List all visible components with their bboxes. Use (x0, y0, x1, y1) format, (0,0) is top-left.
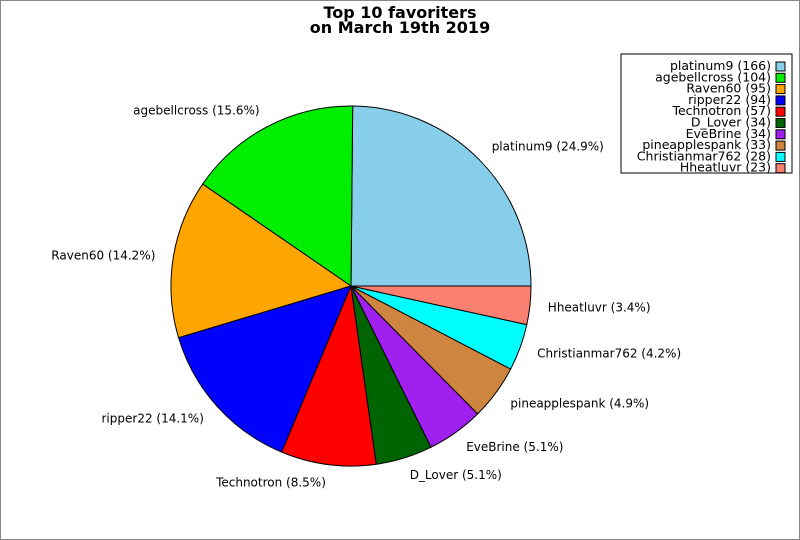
legend-swatch-hheatluvr (775, 163, 786, 174)
legend-swatch-evebrine (775, 129, 786, 140)
legend-box (620, 53, 793, 174)
pie-slice-hheatluvr (350, 285, 532, 326)
legend-label-d-lover: D_Lover (34) (691, 115, 771, 130)
legend-swatch-agebellcross (775, 72, 786, 83)
slice-label-platinum9: platinum9 (24.9%) (492, 140, 604, 154)
legend-swatch-d-lover (775, 118, 786, 128)
pie-slice-ripper22 (177, 285, 352, 453)
chart-title-line-2: on March 19th 2019 (310, 18, 490, 37)
slice-label-ripper22: ripper22 (14.1%) (102, 412, 204, 426)
legend-swatch-pineapplespank (775, 140, 786, 151)
slice-label-hheatluvr: Hheatluvr (3.4%) (548, 300, 651, 314)
slice-label-raven60: Raven60 (14.2%) (51, 248, 155, 262)
pie-slice-technotron (281, 284, 377, 467)
legend-label-evebrine: EveBrine (34) (686, 126, 771, 141)
legend-swatch-ripper22 (775, 95, 786, 106)
legend-label-platinum9: platinum9 (166) (670, 58, 771, 73)
legend-label-technotron: Technotron (57) (671, 103, 771, 118)
pie-slice-platinum9 (350, 105, 532, 287)
pie-slices (170, 105, 532, 467)
pie-slice-agebellcross (201, 105, 354, 287)
chart-title-line-1: Top 10 favoriters (323, 3, 476, 22)
legend-label-pineapplespank: pineapplespank (33) (642, 137, 771, 152)
slice-label-d-lover: D_Lover (5.1%) (410, 468, 502, 482)
slice-label-technotron: Technotron (8.5%) (215, 475, 326, 489)
legend-swatch-platinum9 (775, 61, 786, 72)
legend-label-hheatluvr: Hheatluvr (23) (680, 160, 771, 175)
legend-label-raven60: Raven60 (95) (686, 81, 771, 96)
legend: platinum9 (166)agebellcross (104)Raven60… (620, 53, 793, 175)
legend-swatch-christianmar762 (775, 151, 786, 162)
legend-swatch-raven60 (775, 84, 786, 95)
legend-swatch-technotron (775, 106, 786, 117)
legend-label-ripper22: ripper22 (94) (688, 92, 771, 107)
slice-label-evebrine: EveBrine (5.1%) (466, 440, 563, 454)
slice-labels: platinum9 (24.9%) agebellcross (15.6%) Rav… (51, 103, 681, 489)
slice-label-agebellcross: agebellcross (15.6%) (133, 103, 259, 117)
slice-label-christianmar762: Christianmar762 (4.2%) (537, 347, 681, 361)
legend-label-agebellcross: agebellcross (104) (655, 69, 771, 84)
legend-label-christianmar762: Christianmar762 (28) (637, 148, 771, 163)
slice-label-pineapplespank: pineapplespank (4.9%) (510, 396, 649, 410)
